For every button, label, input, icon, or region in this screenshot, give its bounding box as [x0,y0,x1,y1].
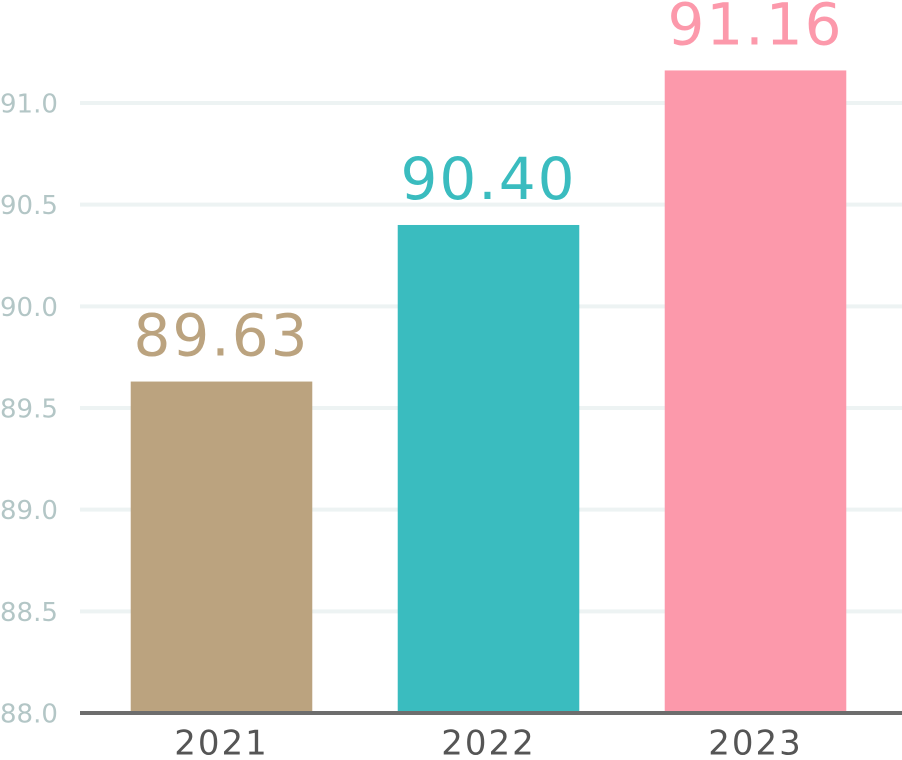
y-tick-label: 90.0 [0,293,58,323]
bar [397,224,580,713]
y-tick-label: 91.0 [0,89,58,119]
value-label: 89.63 [133,302,309,370]
y-tick-label: 89.5 [0,394,58,424]
value-label: 90.40 [400,145,576,213]
x-tick-label: 2023 [708,724,803,760]
x-tick-label: 2022 [441,724,536,760]
y-tick-label: 88.5 [0,598,58,628]
y-tick-label: 88.0 [0,700,58,730]
y-tick-label: 89.0 [0,496,58,526]
x-tick-label: 2021 [174,724,269,760]
y-tick-label: 90.5 [0,191,58,221]
bar [664,70,847,713]
bar [130,381,313,713]
value-label: 91.16 [667,0,843,59]
